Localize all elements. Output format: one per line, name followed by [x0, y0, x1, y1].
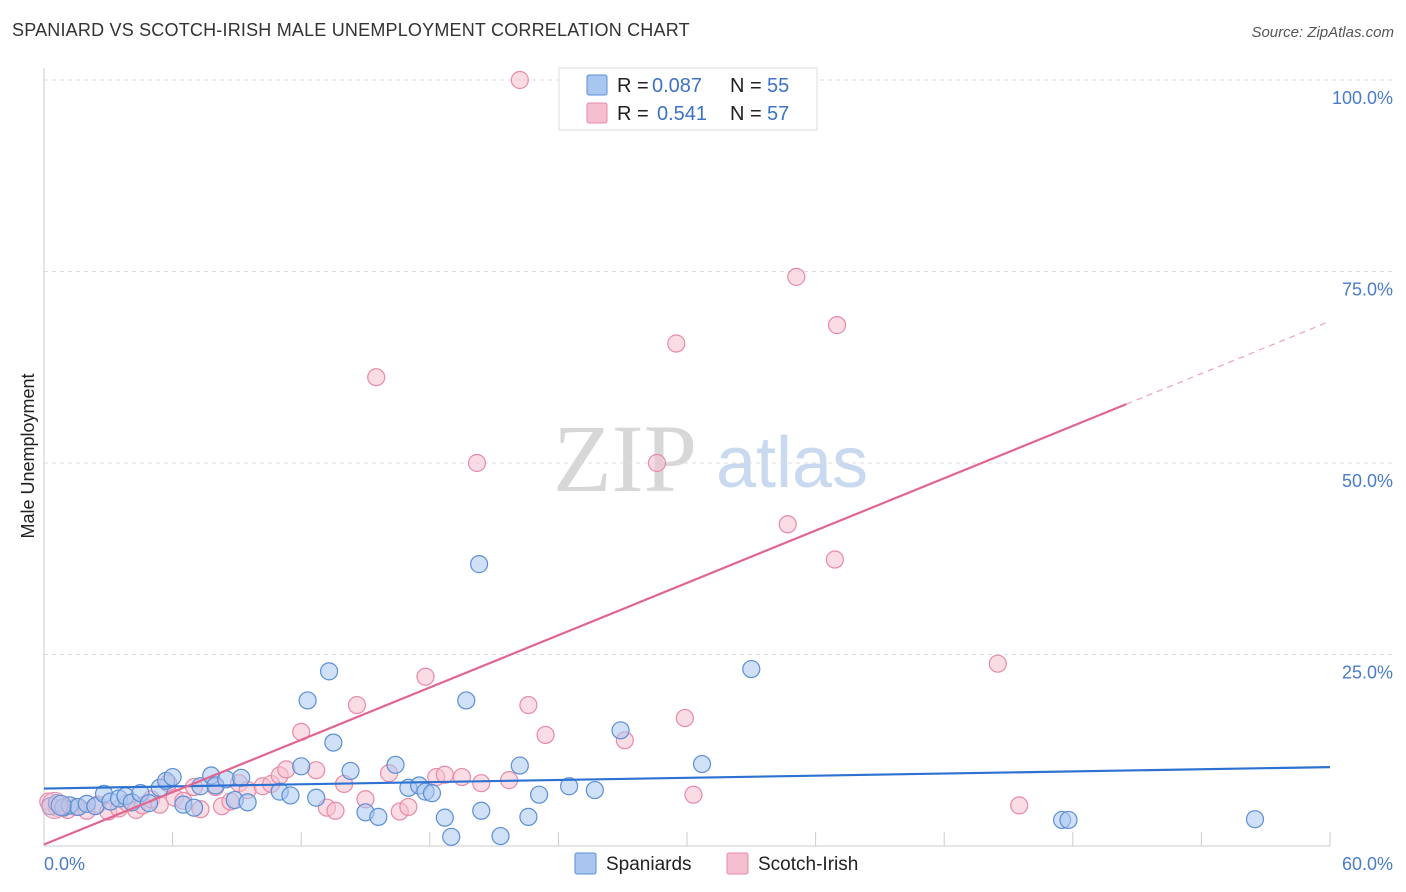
point-scotch-irish-47	[536, 725, 555, 745]
y-tick-labels: 25.0% 50.0% 75.0% 100.0%	[1332, 88, 1393, 683]
point-spaniards-52	[611, 721, 630, 740]
y-tick-label-2: 75.0%	[1342, 280, 1393, 300]
point-spaniards-43	[457, 691, 476, 710]
point-spaniards-54	[742, 659, 761, 679]
trend-line-scotch-irish	[43, 403, 1127, 846]
point-scotch-irish-38	[416, 667, 435, 686]
legend-swatch-spaniards	[586, 74, 608, 96]
point-scotch-irish-34	[367, 368, 386, 387]
point-spaniards-25	[238, 793, 257, 812]
point-spaniards-48	[519, 807, 538, 826]
legend-r-value-2: 0.541	[657, 103, 707, 125]
point-spaniards-35	[369, 807, 388, 826]
chart-title: SPANIARD VS SCOTCH-IRISH MALE UNEMPLOYME…	[12, 20, 690, 40]
legend-r-label-1: R =	[617, 75, 649, 97]
correlation-legend: R = 0.087 N = 55 R = 0.541 N = 57	[558, 67, 818, 131]
point-spaniards-36	[386, 755, 405, 774]
y-axis-title: Male Unemployment	[18, 373, 38, 538]
series-legend: Spaniards Scotch-Irish	[574, 852, 858, 875]
point-scotch-irish-49	[647, 453, 667, 473]
point-scotch-irish-30	[326, 801, 345, 820]
source-credit: Source: ZipAtlas.com	[1251, 24, 1394, 41]
bottom-legend-scotch-irish: Scotch-Irish	[758, 854, 858, 875]
y-tick-label-1: 50.0%	[1342, 471, 1393, 491]
point-spaniards-44	[469, 555, 489, 574]
legend-r-label-2: R =	[617, 103, 649, 125]
point-scotch-irish-55	[825, 550, 844, 569]
point-spaniards-45	[472, 801, 491, 820]
point-spaniards-24	[232, 768, 251, 787]
point-spaniards-32	[324, 733, 343, 752]
data-points	[39, 70, 1265, 846]
point-scotch-irish-53	[778, 515, 797, 534]
point-scotch-irish-41	[452, 767, 472, 787]
point-spaniards-16	[163, 767, 182, 787]
point-scotch-irish-54	[787, 267, 806, 286]
legend-n-value-1: 55	[767, 75, 789, 97]
trend-line-spaniards	[43, 766, 1331, 790]
point-spaniards-29	[298, 691, 317, 710]
point-scotch-irish-50	[667, 334, 686, 353]
point-cluster-origin-scotch-irish	[41, 791, 69, 819]
x-tick-label-max: 60.0%	[1342, 854, 1393, 874]
trend-line-extension-scotch-irish	[1126, 320, 1331, 405]
point-spaniards-27	[281, 786, 300, 805]
point-scotch-irish-43	[472, 774, 491, 793]
legend-r-value-1: 0.087	[652, 75, 702, 97]
point-spaniards-50	[560, 777, 579, 796]
point-spaniards-31	[319, 662, 339, 681]
watermark-zip: ZIP	[553, 405, 697, 512]
point-spaniards-33	[341, 761, 360, 781]
point-scotch-irish-28	[307, 761, 326, 780]
point-spaniards-42	[442, 827, 461, 846]
point-spaniards-46	[491, 826, 510, 846]
point-scotch-irish-42	[467, 453, 487, 473]
point-spaniards-49	[530, 785, 549, 804]
legend-n-label-2: N =	[730, 103, 762, 125]
bottom-legend-swatch-spaniards	[574, 852, 597, 875]
point-scotch-irish-57	[988, 654, 1007, 673]
point-spaniards-40	[422, 784, 442, 803]
legend-n-label-1: N =	[730, 75, 762, 97]
point-scotch-irish-46	[519, 695, 538, 715]
legend-n-value-2: 57	[767, 103, 789, 125]
point-spaniards-47	[510, 756, 529, 775]
y-tick-label-0: 25.0%	[1342, 663, 1393, 683]
point-spaniards-57	[1245, 810, 1265, 829]
point-cluster-origin-spaniards	[50, 794, 72, 816]
point-scotch-irish-51	[675, 708, 694, 728]
point-spaniards-30	[307, 788, 326, 807]
point-spaniards-51	[585, 780, 604, 800]
legend-swatch-scotch-irish	[586, 102, 608, 124]
point-scotch-irish-45	[510, 70, 529, 90]
y-tick-label-3: 100.0%	[1332, 88, 1393, 108]
bottom-legend-swatch-scotch-irish	[726, 852, 749, 875]
point-scotch-irish-58	[1010, 796, 1029, 815]
point-scotch-irish-56	[827, 316, 847, 335]
point-spaniards-41	[435, 808, 454, 827]
point-scotch-irish-52	[684, 785, 703, 804]
bottom-legend-spaniards: Spaniards	[606, 854, 692, 875]
point-spaniards-28	[292, 757, 311, 776]
gridlines	[44, 79, 1392, 655]
point-scotch-irish-37	[399, 797, 418, 817]
point-scotch-irish-32	[347, 695, 367, 715]
x-tick-label-min: 0.0%	[44, 854, 85, 874]
point-scotch-irish-26	[277, 760, 296, 779]
trend-lines	[43, 320, 1331, 846]
point-spaniards-18	[184, 798, 204, 817]
point-spaniards-53	[692, 754, 712, 774]
point-spaniards-56	[1059, 810, 1078, 830]
